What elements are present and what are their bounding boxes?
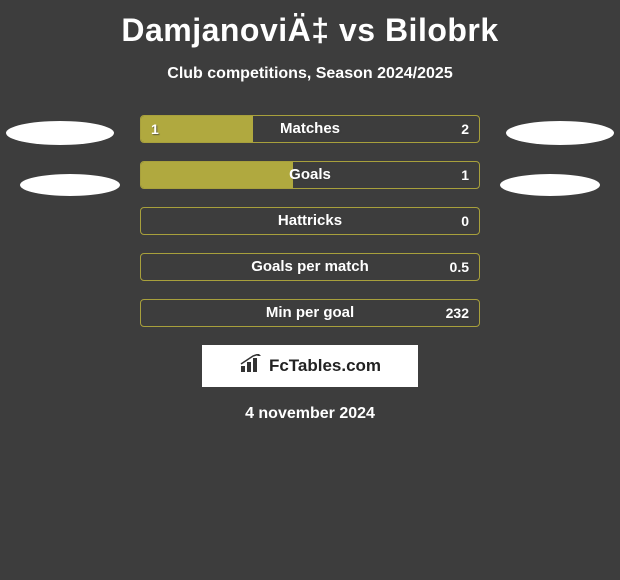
bar-label: Goals per match [141,254,479,280]
player-left-ellipse-2 [20,174,120,196]
bars-container: 1 Matches 2 Goals 1 Hattricks 0 Goals pe… [140,115,480,327]
logo-box: FcTables.com [202,345,418,387]
page-subtitle: Club competitions, Season 2024/2025 [0,65,620,83]
bar-label: Hattricks [141,208,479,234]
player-right-ellipse-2 [500,174,600,196]
player-right-ellipse-1 [506,121,614,145]
bar-chart-icon [239,354,263,379]
comparison-chart: 1 Matches 2 Goals 1 Hattricks 0 Goals pe… [0,115,620,327]
footer-date: 4 november 2024 [0,405,620,423]
player-left-ellipse-1 [6,121,114,145]
bar-value-right: 0 [461,208,469,234]
bar-label: Min per goal [141,300,479,326]
logo-text: FcTables.com [269,356,381,376]
bar-row-matches: 1 Matches 2 [140,115,480,143]
logo: FcTables.com [239,354,381,379]
bar-value-right: 1 [461,162,469,188]
bar-value-right: 232 [446,300,469,326]
bar-row-hattricks: Hattricks 0 [140,207,480,235]
bar-row-min-per-goal: Min per goal 232 [140,299,480,327]
bar-value-right: 2 [461,116,469,142]
bar-row-goals: Goals 1 [140,161,480,189]
page-title: DamjanoviÄ‡ vs Bilobrk [0,0,620,49]
bar-row-goals-per-match: Goals per match 0.5 [140,253,480,281]
bar-label: Goals [141,162,479,188]
bar-value-right: 0.5 [450,254,469,280]
bar-label: Matches [141,116,479,142]
